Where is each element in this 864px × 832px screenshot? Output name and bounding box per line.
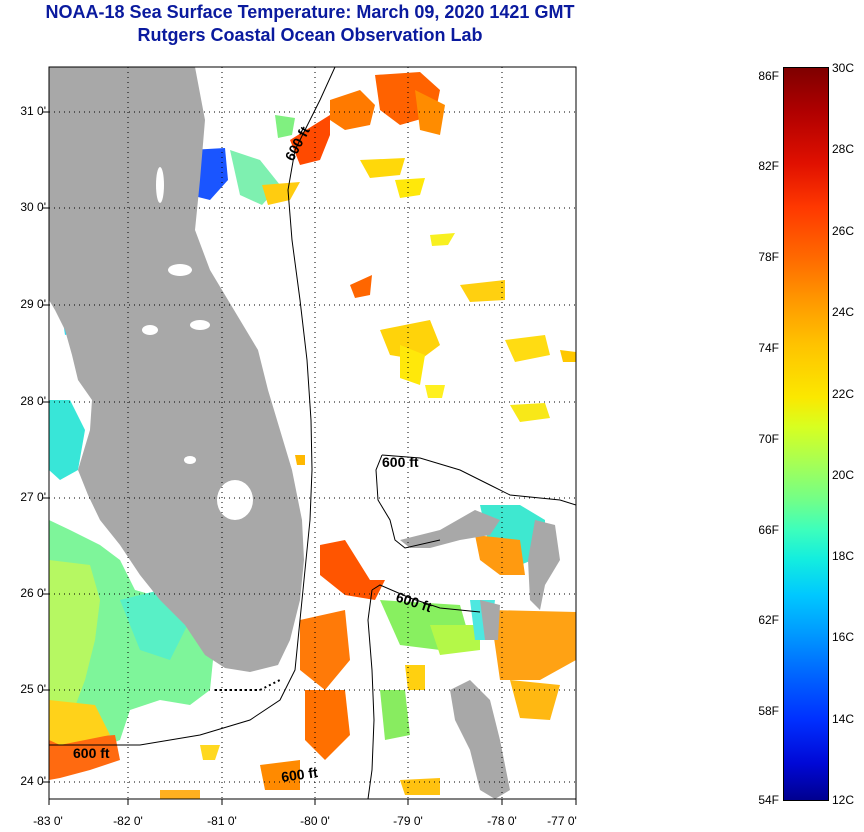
colorbar-c-label: 22C: [832, 387, 855, 401]
lon-label: -83 0': [33, 814, 63, 828]
colorbar-c-label: 30C: [832, 61, 855, 75]
bahamas-land: [400, 510, 500, 548]
lat-label: 26 0': [20, 586, 46, 600]
map-title: NOAA-18 Sea Surface Temperature: March 0…: [45, 2, 575, 22]
contour-600ft: [49, 67, 576, 799]
colorbar-f-label: 86F: [758, 69, 779, 83]
colorbar-f-label: 78F: [758, 250, 779, 264]
colorbar-c-label: 24C: [832, 305, 855, 319]
lat-label: 28 0': [20, 394, 46, 408]
lat-label: 24 0': [20, 774, 46, 788]
grid-lines: [49, 67, 576, 799]
sst-bahamas: [160, 505, 576, 799]
lon-label: -79 0': [393, 814, 423, 828]
lat-label: 29 0': [20, 297, 46, 311]
lat-label: 31 0': [20, 104, 46, 118]
colorbar-c-label: 20C: [832, 468, 855, 482]
contour-label: 600 ft: [280, 764, 319, 785]
colorbar-f-label: 62F: [758, 613, 779, 627]
colorbar-c-label: 18C: [832, 549, 855, 563]
map-frame: [48, 66, 577, 800]
colorbar-c-label: 16C: [832, 630, 855, 644]
colorbar-f-label: 58F: [758, 704, 779, 718]
florida-land: [49, 67, 304, 672]
contour-label: 600 ft: [382, 454, 419, 470]
lon-label: -82 0': [113, 814, 143, 828]
sst-atlantic-mid: [295, 280, 576, 465]
sst-gulf-west: [49, 300, 215, 780]
axis-ticks: [43, 111, 577, 805]
lon-label: -80 0': [300, 814, 330, 828]
contour-label: 600 ft: [73, 745, 110, 761]
lon-label: -77 0': [547, 814, 577, 828]
colorbar-f-label: 70F: [758, 432, 779, 446]
colorbar-f-label: 66F: [758, 523, 779, 537]
colorbar-f-label: 82F: [758, 159, 779, 173]
colorbar-c-label: 26C: [832, 224, 855, 238]
lon-label: -81 0': [207, 814, 237, 828]
lat-label: 25 0': [20, 682, 46, 696]
lat-label: 27 0': [20, 490, 46, 504]
colorbar: [783, 67, 829, 801]
colorbar-c-label: 14C: [832, 712, 855, 726]
lat-label: 30 0': [20, 200, 46, 214]
colorbar-f-label: 54F: [758, 793, 779, 807]
colorbar-f-label: 74F: [758, 341, 779, 355]
colorbar-c-label: 28C: [832, 142, 855, 156]
colorbar-c-label: 12C: [832, 793, 855, 807]
map-subtitle: Rutgers Coastal Ocean Observation Lab: [137, 25, 483, 45]
lon-label: -78 0': [487, 814, 517, 828]
